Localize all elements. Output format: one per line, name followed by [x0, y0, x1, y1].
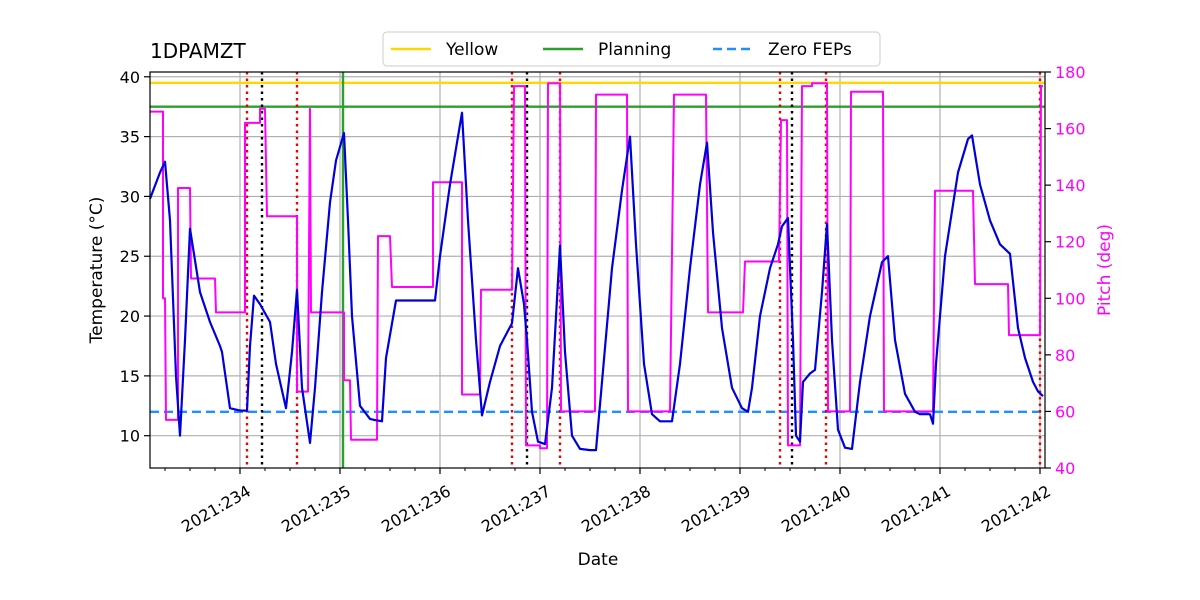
- pitch-series-line: [150, 82, 1043, 450]
- legend: Yellow Planning Zero FEPs: [382, 31, 881, 67]
- series: [148, 82, 1044, 452]
- y-tick-label: 10: [120, 427, 140, 446]
- plot-frame: [149, 71, 1046, 469]
- y-tick-label: 15: [120, 367, 140, 386]
- y2-axis-label: Pitch (deg): [1095, 224, 1115, 316]
- y-tick-label: 25: [120, 247, 140, 266]
- y2-tick-label: 100: [1055, 289, 1086, 308]
- legend-box: [382, 31, 881, 67]
- plot-border: [149, 71, 1046, 469]
- y-tick-label: 20: [120, 307, 140, 326]
- y2-tick-label: 60: [1055, 402, 1075, 421]
- temperature-series-line: [148, 111, 1044, 452]
- y2-tick-label: 40: [1055, 459, 1075, 478]
- legend-label: Planning: [598, 40, 671, 60]
- y-tick-label: 40: [120, 68, 140, 87]
- y-tick-label: 30: [120, 187, 140, 206]
- chart-title: 1DPAMZT: [150, 39, 247, 63]
- x-axis-label: Date: [578, 550, 619, 570]
- legend-label: Yellow: [445, 40, 498, 60]
- y-tick-label: 35: [120, 128, 140, 147]
- legend-label: Zero FEPs: [768, 40, 852, 60]
- y2-tick-label: 80: [1055, 346, 1075, 365]
- y2-tick-label: 180: [1055, 63, 1086, 82]
- y2-tick-label: 140: [1055, 176, 1086, 195]
- y-axis-left: 10 15 20 25 30 35 40: [120, 68, 150, 446]
- y-axis-label: Temperature (°C): [87, 197, 107, 345]
- y2-tick-label: 160: [1055, 120, 1086, 139]
- y2-tick-label: 120: [1055, 233, 1086, 252]
- y-axis-right: 40 60 80 100 120 140 160 180: [1045, 63, 1086, 478]
